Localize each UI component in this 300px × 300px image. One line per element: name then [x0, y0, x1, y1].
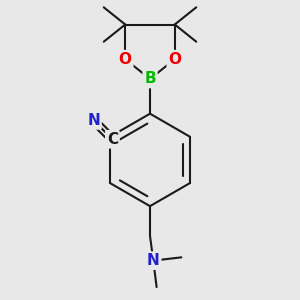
Text: N: N	[147, 253, 160, 268]
Text: B: B	[144, 71, 156, 86]
Text: O: O	[168, 52, 181, 67]
Text: N: N	[87, 113, 100, 128]
Text: O: O	[119, 52, 132, 67]
Text: C: C	[107, 132, 118, 147]
